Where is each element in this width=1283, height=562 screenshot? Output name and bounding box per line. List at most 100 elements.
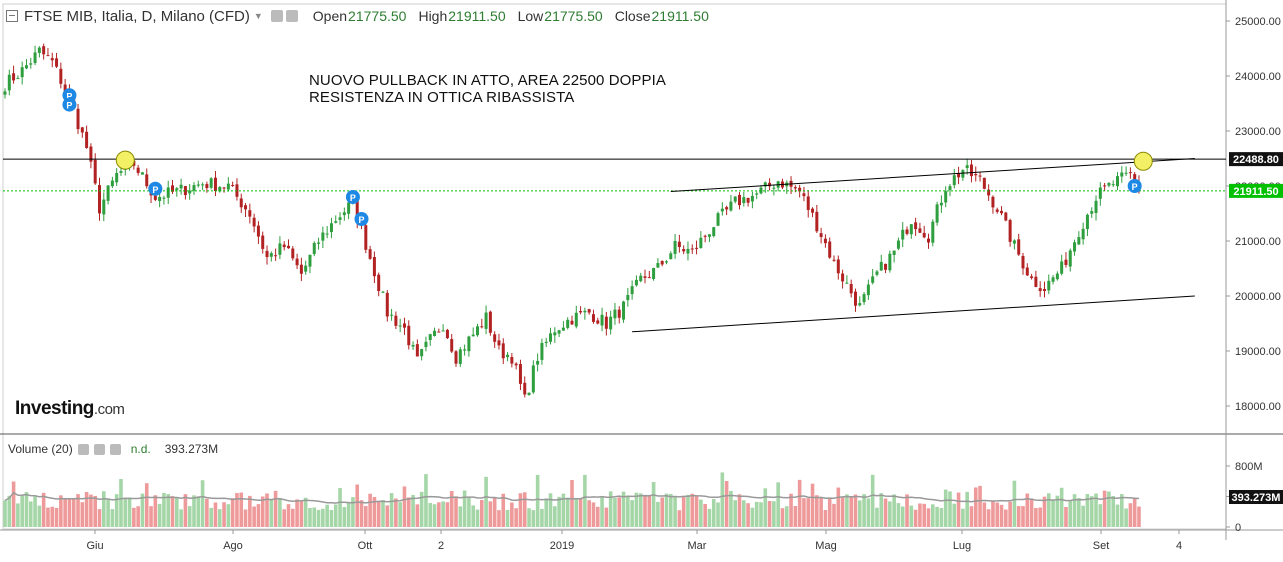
volume-bar xyxy=(1004,509,1008,527)
candle-body xyxy=(188,190,192,194)
volume-bar xyxy=(583,474,587,527)
candle-body xyxy=(1000,210,1004,214)
volume-bar xyxy=(1046,493,1051,527)
candle-body xyxy=(639,275,643,282)
volume-bar xyxy=(1064,506,1068,527)
volume-bar xyxy=(428,503,433,527)
candle-body xyxy=(390,314,394,316)
candle-body xyxy=(1077,237,1081,245)
volume-last-tag xyxy=(1229,490,1283,505)
low-label: Low xyxy=(517,8,544,24)
volume-bar xyxy=(89,494,93,527)
volume-bar xyxy=(1115,504,1120,527)
candle-body xyxy=(166,187,170,198)
candle-body xyxy=(175,188,179,191)
volume-bar xyxy=(1021,506,1025,527)
volume-bar xyxy=(321,508,325,527)
candle-body xyxy=(402,323,406,328)
eye-icon[interactable] xyxy=(77,443,89,455)
volume-bar xyxy=(574,498,579,527)
candle-body xyxy=(63,84,67,91)
highlight-circle[interactable] xyxy=(1133,151,1153,171)
candle-body xyxy=(686,248,690,254)
candle-body xyxy=(420,349,424,357)
volume-bar xyxy=(651,482,656,527)
volume-bar xyxy=(16,503,20,527)
volume-bar xyxy=(239,492,244,527)
volume-label[interactable]: Volume (20) xyxy=(8,442,73,456)
candle-body xyxy=(922,232,926,238)
volume-bar xyxy=(780,508,785,527)
candle-body xyxy=(995,209,999,212)
trendline[interactable] xyxy=(670,158,1195,192)
candle-body xyxy=(317,242,321,244)
symbol-title[interactable]: FTSE MIB, Italia, D, Milano (CFD) xyxy=(24,7,250,25)
event-marker-icon[interactable]: P xyxy=(148,181,163,196)
volume-bar xyxy=(1089,496,1094,527)
event-marker-circle[interactable] xyxy=(148,181,163,196)
event-marker-circle[interactable] xyxy=(354,212,369,226)
volume-bar xyxy=(243,509,248,527)
event-marker-icon[interactable]: P xyxy=(1127,179,1142,193)
symbol-header: FTSE MIB, Italia, D, Milano (CFD) ▼ Open… xyxy=(6,6,709,26)
candle-body xyxy=(871,276,875,283)
event-marker-circle[interactable] xyxy=(62,97,77,112)
volume-bar xyxy=(982,502,987,527)
candle-body xyxy=(3,91,7,95)
volume-bar xyxy=(381,499,385,527)
volume-bar xyxy=(591,502,596,527)
candle-body xyxy=(385,292,389,317)
candle-body xyxy=(85,131,89,148)
x-tick-label: 4 xyxy=(1176,540,1182,552)
highlight-circle[interactable] xyxy=(115,150,135,170)
volume-bar xyxy=(823,510,828,527)
event-marker-circle[interactable] xyxy=(345,190,360,204)
gear-icon[interactable] xyxy=(93,443,105,455)
volume-bar xyxy=(660,497,664,527)
event-marker-icon[interactable]: P xyxy=(345,190,360,204)
collapse-icon[interactable] xyxy=(6,10,18,22)
event-marker-icon[interactable]: P xyxy=(62,97,77,112)
event-marker-circle[interactable] xyxy=(1127,179,1142,193)
volume-bar xyxy=(969,506,974,527)
volume-value: 393.273M xyxy=(164,442,219,456)
gear-icon[interactable] xyxy=(285,10,298,22)
event-marker-label: P xyxy=(66,91,72,101)
candle-body xyxy=(695,247,699,249)
candle-body xyxy=(888,253,892,271)
volume-bar xyxy=(153,495,158,527)
candle-body xyxy=(244,205,248,210)
close-icon[interactable] xyxy=(109,443,121,455)
candle-body xyxy=(329,223,333,233)
event-marker-icon[interactable]: P xyxy=(354,212,369,226)
candle-body xyxy=(712,227,716,237)
trendline[interactable] xyxy=(632,295,1195,333)
volume-bar xyxy=(613,497,617,527)
volume-bar xyxy=(329,510,334,527)
chevron-down-icon[interactable]: ▼ xyxy=(253,11,263,21)
candle-body xyxy=(179,184,183,189)
volume-bar xyxy=(1081,505,1085,527)
candle-body xyxy=(768,182,772,187)
volume-bar xyxy=(33,496,37,527)
volume-bar xyxy=(720,472,725,527)
volume-bar xyxy=(437,502,441,527)
volume-bar xyxy=(325,504,329,527)
volume-bar xyxy=(114,494,119,527)
candle-body xyxy=(836,259,840,274)
x-tick-label: Ago xyxy=(223,540,243,552)
candle-body xyxy=(682,249,686,252)
candle-body xyxy=(471,334,475,337)
volume-bar xyxy=(41,492,46,527)
candle-body xyxy=(295,258,299,266)
candle-body xyxy=(480,326,484,328)
candle-body xyxy=(815,211,819,232)
candle-body xyxy=(591,314,595,322)
volume-bar xyxy=(991,501,995,527)
settings-icon[interactable] xyxy=(270,10,283,22)
candle-body xyxy=(497,340,501,346)
volume-bar xyxy=(213,502,218,527)
candle-body xyxy=(493,334,497,342)
